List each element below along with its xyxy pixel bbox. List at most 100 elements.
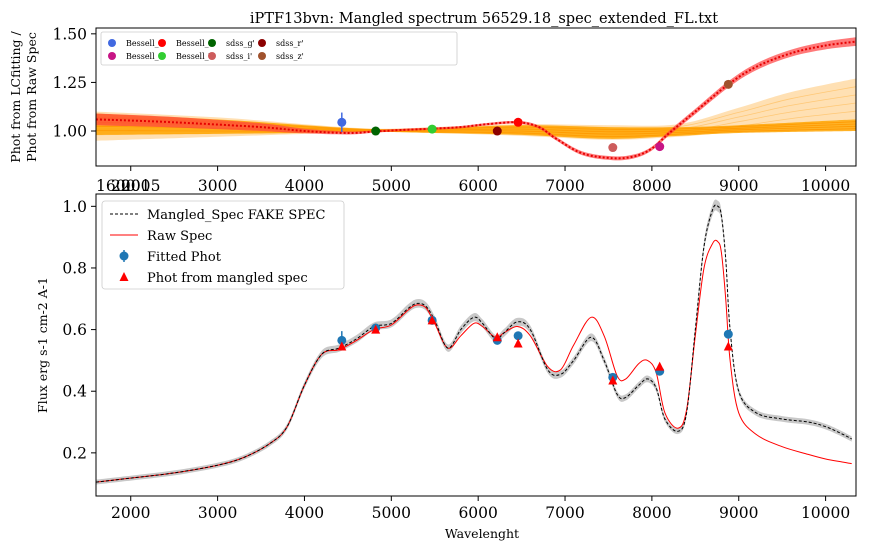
top-x-tick-label: 10000 xyxy=(801,177,850,195)
bottom-phot-mangled-triangle xyxy=(337,341,347,351)
top-legend-entry: Bessell_B xyxy=(108,39,165,48)
bottom-x-tick-label: 3000 xyxy=(198,504,237,522)
bottom-legend-label: Raw Spec xyxy=(147,229,212,244)
bottom-fitted-phot-marker xyxy=(513,331,523,341)
bottom-panel: 2000 3000 4000 5000 6000 7000 8000 9000 10000 0.… xyxy=(35,193,857,541)
top-legend-label: sdss_g' xyxy=(226,39,255,48)
top-legend: Bessell_B Bessell_I Bessell_R Bessell_V sdss… xyxy=(100,31,458,66)
top-filter-point xyxy=(492,126,502,136)
top-x-tick-label: 9000 xyxy=(719,177,758,195)
bottom-y-tick-label: 0.4 xyxy=(62,383,87,401)
top-filter-point xyxy=(337,112,347,132)
bottom-y-axis-label: Flux erg s-1 cm-2 A-1 xyxy=(35,277,50,413)
bottom-fitted-phot-point xyxy=(513,331,523,341)
top-legend-marker xyxy=(158,39,166,47)
top-legend-label: sdss_i' xyxy=(226,52,252,61)
bottom-x-ticks: 2000 3000 4000 5000 6000 7000 8000 9000 10000 xyxy=(111,496,850,522)
bottom-y-tick-label: 0.8 xyxy=(62,259,87,277)
bottom-x-axis-label: Wavelenght xyxy=(445,526,519,541)
top-legend-marker xyxy=(108,39,116,47)
bottom-fitted-phot-marker xyxy=(337,335,347,345)
top-x-tick-label: 3000 xyxy=(198,177,237,195)
top-point-marker xyxy=(513,117,523,127)
top-legend-label: Bessell_R xyxy=(176,39,216,48)
top-plot-area xyxy=(96,37,856,161)
top-point-marker xyxy=(371,126,381,136)
top-mangling-curve xyxy=(96,40,856,160)
top-mangling-red-band xyxy=(96,37,856,161)
bottom-y-tick-label: 1.0 xyxy=(62,198,87,216)
bottom-x-tick-label: 5000 xyxy=(372,504,411,522)
top-x-tick-label-overlap: 1600 xyxy=(96,177,135,195)
top-axes-frame xyxy=(95,27,857,167)
bottom-axes-frame xyxy=(95,193,857,497)
top-point-marker xyxy=(492,126,502,136)
bottom-legend-entry-fitted: Fitted Phot xyxy=(119,250,222,265)
bottom-legend-circle xyxy=(119,251,129,261)
bottom-legend-triangle xyxy=(119,272,129,281)
bottom-x-tick-label: 2000 xyxy=(111,504,150,522)
top-x-tick-label: 4000 xyxy=(285,177,324,195)
top-y-tick-label: 1.25 xyxy=(52,74,87,92)
top-legend-label: Bessell_I xyxy=(126,52,162,61)
top-legend-entry: sdss_i' xyxy=(208,52,252,61)
top-point-marker xyxy=(427,124,437,134)
top-y-tick-label: 1.50 xyxy=(52,25,87,43)
top-filter-point xyxy=(608,143,618,153)
top-legend-marker xyxy=(258,52,266,60)
top-legend-marker xyxy=(158,52,166,60)
bottom-legend-label: Phot from mangled spec xyxy=(147,271,308,286)
top-filter-point xyxy=(427,124,437,134)
top-point-marker xyxy=(608,143,618,153)
top-y-tick-label: 1.00 xyxy=(52,123,87,141)
top-x-tick-label: 7000 xyxy=(545,177,584,195)
bottom-legend-entry-raw: Raw Spec xyxy=(110,229,212,244)
top-legend-marker xyxy=(258,39,266,47)
top-legend-label: sdss_z' xyxy=(276,52,304,61)
top-x-tick-label: 5000 xyxy=(372,177,411,195)
bottom-x-tick-label: 8000 xyxy=(632,504,671,522)
top-legend-entry: sdss_z' xyxy=(258,52,304,61)
top-legend-label: Bessell_B xyxy=(126,39,165,48)
top-legend-marker xyxy=(208,39,216,47)
top-title: iPTF13bvn: Mangled spectrum 56529.18_spe… xyxy=(250,11,718,27)
top-y-axis-label-line-2: Phot from Raw Spec xyxy=(24,32,39,162)
bottom-legend-label: Mangled_Spec FAKE SPEC xyxy=(147,208,326,223)
bottom-fitted-phot-point xyxy=(723,329,733,339)
bottom-legend-label: Fitted Phot xyxy=(147,250,222,265)
bottom-phot-mangled-triangle xyxy=(723,341,733,351)
top-legend-marker xyxy=(208,52,216,60)
bottom-phot-mangled-triangle xyxy=(655,361,665,371)
top-x-tick-label: 6000 xyxy=(458,177,497,195)
bottom-y-tick-label: 0.2 xyxy=(62,444,87,462)
top-x-tick-label-overlap: 2015 xyxy=(121,177,160,195)
top-x-tick-label-overlap: 2000 xyxy=(111,177,150,195)
top-filter-point xyxy=(371,126,381,136)
top-x-ticks: 3000 4000 5000 6000 7000 8000 9000 10000 1600200… xyxy=(96,166,850,195)
top-y-axis-label-line-1: Phot from LCfitting / xyxy=(8,31,23,163)
top-legend-label: Bessell_V xyxy=(176,52,215,61)
top-legend-frame xyxy=(100,31,458,66)
top-legend-marker xyxy=(108,52,116,60)
top-filter-point xyxy=(513,117,523,127)
bottom-phot-mangled-triangle xyxy=(492,332,502,342)
bottom-legend-entry-mangled-phot: Phot from mangled spec xyxy=(119,271,308,286)
top-legend-entry: sdss_g' xyxy=(208,39,255,48)
top-filter-point xyxy=(723,79,733,89)
top-point-marker xyxy=(723,79,733,89)
bottom-x-tick-label: 7000 xyxy=(545,504,584,522)
top-y-ticks: 1.00 1.25 1.50 xyxy=(52,25,96,141)
top-legend-label: sdss_r' xyxy=(276,39,303,48)
bottom-plot-area xyxy=(96,199,852,485)
bottom-x-tick-label: 6000 xyxy=(458,504,497,522)
bottom-y-tick-label: 0.6 xyxy=(62,321,87,339)
top-x-tick-label: 8000 xyxy=(632,177,671,195)
bottom-legend-entry-mangled: Mangled_Spec FAKE SPEC xyxy=(110,208,326,223)
bottom-y-ticks: 0.2 0.4 0.6 0.8 1.0 xyxy=(62,198,96,462)
bottom-phot-mangled-triangle xyxy=(371,324,381,334)
bottom-phot-mangled-triangle xyxy=(608,375,618,385)
top-legend-entry: Bessell_V xyxy=(158,52,215,61)
bottom-legend-frame xyxy=(101,200,345,290)
bottom-raw-spec-line xyxy=(96,239,852,483)
